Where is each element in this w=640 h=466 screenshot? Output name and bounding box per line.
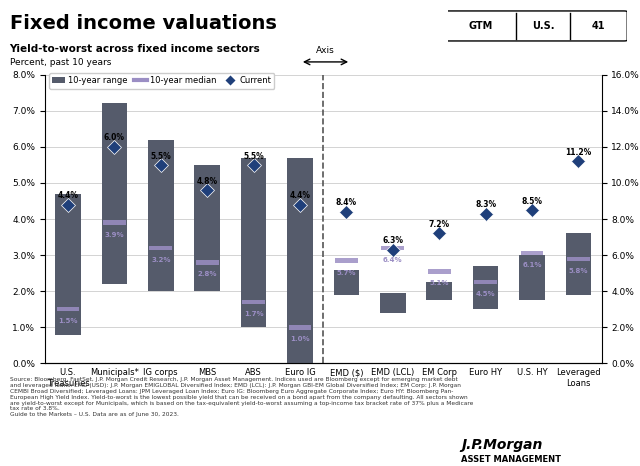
Text: 2.8%: 2.8% xyxy=(198,271,217,277)
Bar xyxy=(102,103,127,284)
Text: 1.0%: 1.0% xyxy=(290,336,310,343)
Text: 5.1%: 5.1% xyxy=(429,281,449,287)
Bar xyxy=(381,246,404,250)
Text: 5.5%: 5.5% xyxy=(150,151,171,160)
Bar xyxy=(473,266,499,309)
Bar xyxy=(567,257,590,261)
Text: 5.8%: 5.8% xyxy=(569,268,588,274)
Text: 5.5%: 5.5% xyxy=(243,151,264,160)
Text: 1.7%: 1.7% xyxy=(244,311,264,317)
Text: 6.3%: 6.3% xyxy=(382,236,403,246)
Text: 4.5%: 4.5% xyxy=(476,291,495,297)
Bar xyxy=(56,307,79,311)
Text: 6.4%: 6.4% xyxy=(383,257,403,263)
Text: 8.4%: 8.4% xyxy=(336,199,357,207)
Bar xyxy=(289,325,312,329)
Text: 8.3%: 8.3% xyxy=(475,200,496,209)
Bar xyxy=(242,300,265,304)
Text: Yield-to-worst across fixed income sectors: Yield-to-worst across fixed income secto… xyxy=(10,44,260,54)
Bar xyxy=(335,258,358,263)
Bar xyxy=(333,269,359,295)
Text: 6.0%: 6.0% xyxy=(104,133,125,143)
Bar xyxy=(241,158,266,327)
Bar xyxy=(519,255,545,300)
Bar xyxy=(103,220,126,225)
Text: 7.2%: 7.2% xyxy=(429,220,450,229)
Bar xyxy=(148,140,173,291)
Text: 3.9%: 3.9% xyxy=(104,232,124,238)
Text: Source: Bloomberg, FactSet, J.P. Morgan Credit Research, J.P. Morgan Asset Manag: Source: Bloomberg, FactSet, J.P. Morgan … xyxy=(10,377,473,417)
Text: Axis: Axis xyxy=(316,46,335,55)
Bar xyxy=(426,282,452,300)
Bar xyxy=(195,165,220,291)
Text: J.P.Morgan: J.P.Morgan xyxy=(461,438,542,452)
Bar xyxy=(196,260,219,265)
Text: 4.4%: 4.4% xyxy=(289,191,310,200)
Text: 1.5%: 1.5% xyxy=(58,318,77,324)
Text: U.S.: U.S. xyxy=(532,21,554,31)
Text: ASSET MANAGEMENT: ASSET MANAGEMENT xyxy=(461,455,561,464)
Text: 3.2%: 3.2% xyxy=(151,257,170,263)
Bar xyxy=(428,269,451,274)
Bar xyxy=(474,280,497,284)
Text: Percent, past 10 years: Percent, past 10 years xyxy=(10,58,111,67)
Bar xyxy=(566,233,591,295)
Legend: 10-year range, 10-year median, Current: 10-year range, 10-year median, Current xyxy=(49,73,275,89)
Bar xyxy=(287,158,313,363)
Bar xyxy=(380,293,406,313)
Bar xyxy=(149,246,172,250)
Text: 11.2%: 11.2% xyxy=(565,148,591,157)
Bar xyxy=(520,251,543,255)
Text: GTM: GTM xyxy=(468,21,492,31)
Bar xyxy=(55,194,81,335)
FancyBboxPatch shape xyxy=(444,11,627,41)
Text: Fixed income valuations: Fixed income valuations xyxy=(10,14,276,33)
Text: 6.1%: 6.1% xyxy=(522,262,541,268)
Text: 41: 41 xyxy=(592,21,605,31)
Text: 4.4%: 4.4% xyxy=(58,191,79,200)
Text: 4.8%: 4.8% xyxy=(196,177,218,186)
Text: 8.5%: 8.5% xyxy=(522,197,543,206)
Text: 5.7%: 5.7% xyxy=(337,269,356,275)
